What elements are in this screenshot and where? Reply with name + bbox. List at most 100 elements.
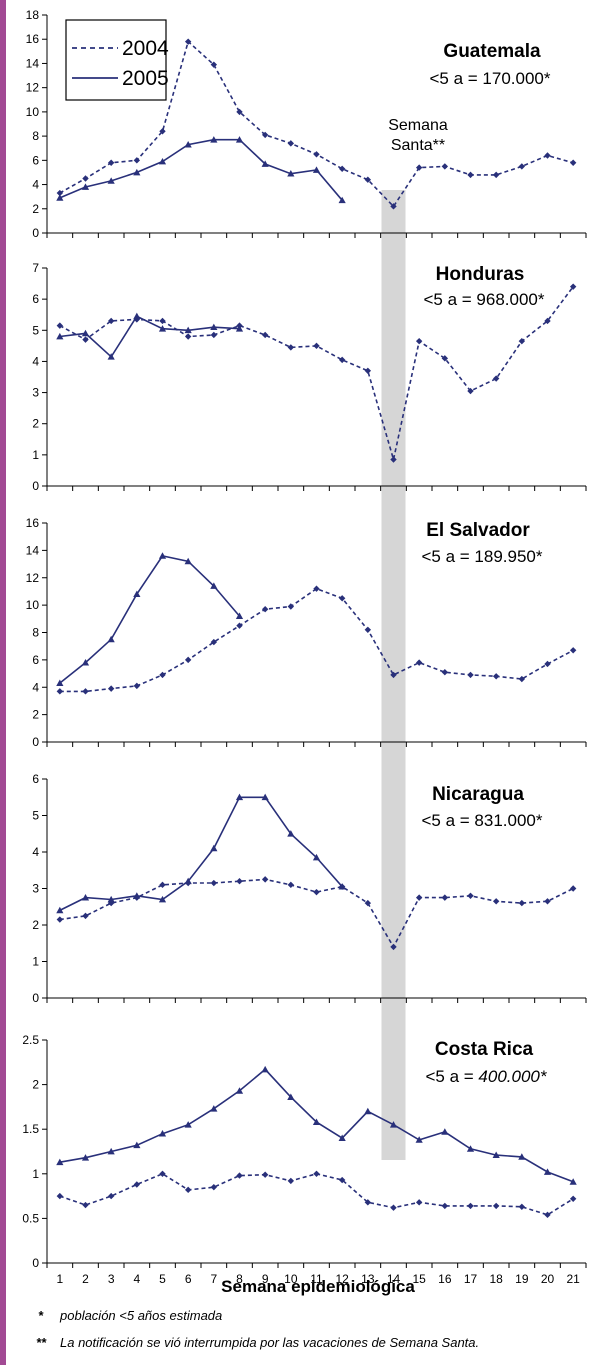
y-tick-label-guatemala: 8 xyxy=(32,129,39,143)
point-2005-costa-rica-w15 xyxy=(415,1136,423,1143)
point-2005-costa-rica-w7 xyxy=(210,1105,218,1112)
x-tick-label-costa-rica: 19 xyxy=(515,1272,529,1286)
y-tick-label-guatemala: 2 xyxy=(32,202,39,216)
y-tick-label-guatemala: 14 xyxy=(26,56,40,70)
point-2004-costa-rica-w20 xyxy=(544,1211,551,1219)
x-tick-label-costa-rica: 7 xyxy=(210,1272,217,1286)
point-2005-el-salvador-w8 xyxy=(235,612,244,619)
point-2005-nicaragua-w10 xyxy=(287,830,295,837)
point-2005-costa-rica-w3 xyxy=(107,1147,115,1155)
x-tick-label-costa-rica: 3 xyxy=(108,1272,115,1286)
y-tick-label-el-salvador: 6 xyxy=(32,653,39,667)
point-2004-honduras-w19 xyxy=(518,337,526,345)
point-2004-nicaragua-w8 xyxy=(236,878,243,885)
x-tick-label-costa-rica: 14 xyxy=(387,1272,401,1286)
panel-subtitle-el-salvador: <5 a = 189.950* xyxy=(421,547,542,566)
point-2004-el-salvador-w7 xyxy=(210,638,218,646)
point-2004-guatemala-w10 xyxy=(287,140,295,147)
point-2004-honduras-w21 xyxy=(569,283,577,290)
legend: 2004 2005 xyxy=(65,19,169,101)
point-2005-costa-rica-w17 xyxy=(466,1145,475,1152)
y-tick-label-honduras: 1 xyxy=(32,448,39,462)
point-2005-costa-rica-w4 xyxy=(133,1141,141,1149)
point-2005-costa-rica-w2 xyxy=(81,1154,90,1161)
point-2004-nicaragua-w7 xyxy=(210,879,218,887)
point-2005-costa-rica-w12 xyxy=(338,1134,346,1141)
y-tick-label-el-salvador: 8 xyxy=(32,626,39,640)
footnote-2-text: La notificación se vió interrumpida por … xyxy=(60,1335,479,1350)
point-2005-guatemala-w4 xyxy=(133,168,141,176)
y-tick-label-guatemala: 0 xyxy=(32,226,39,240)
y-tick-label-nicaragua: 0 xyxy=(32,991,39,1005)
point-2004-nicaragua-w14 xyxy=(390,943,397,951)
panel-subtitle-costa-rica-value: 400.000* xyxy=(478,1067,547,1086)
panel-title-costa-rica: Costa Rica xyxy=(435,1039,534,1060)
point-2005-honduras-w5 xyxy=(158,325,167,332)
point-2004-guatemala-w17 xyxy=(467,171,474,179)
point-2004-nicaragua-w13 xyxy=(364,899,372,907)
series-line-2005-guatemala xyxy=(59,138,343,201)
y-tick-label-honduras: 2 xyxy=(32,417,39,431)
y-tick-label-guatemala: 4 xyxy=(32,178,39,192)
point-2004-guatemala-w21 xyxy=(569,159,577,166)
point-2004-honduras-w3 xyxy=(107,317,115,325)
point-2004-el-salvador-w14 xyxy=(390,671,397,679)
footnote-1-text: población <5 años estimada xyxy=(59,1308,222,1323)
y-tick-label-el-salvador: 2 xyxy=(32,708,39,722)
point-2004-costa-rica-w7 xyxy=(210,1183,218,1191)
point-2005-guatemala-w11 xyxy=(312,166,321,173)
panel-title-el-salvador: El Salvador xyxy=(426,520,530,541)
series-line-2004-honduras xyxy=(59,286,574,460)
series-line-2004-el-salvador xyxy=(59,587,574,693)
point-2005-costa-rica-w6 xyxy=(184,1121,192,1128)
point-2004-guatemala-w6 xyxy=(184,38,192,45)
point-2004-costa-rica-w1 xyxy=(56,1192,64,1200)
legend-label-2004: 2004 xyxy=(122,37,169,60)
point-2004-el-salvador-w12 xyxy=(338,595,346,602)
y-tick-label-nicaragua: 4 xyxy=(32,845,39,859)
semana-santa-label-line2: Santa** xyxy=(391,137,445,154)
point-2004-costa-rica-w13 xyxy=(364,1199,372,1206)
point-2004-costa-rica-w11 xyxy=(313,1170,320,1177)
point-2004-costa-rica-w14 xyxy=(390,1204,397,1211)
point-2004-costa-rica-w4 xyxy=(133,1181,141,1188)
point-2004-guatemala-w18 xyxy=(492,171,500,179)
point-2005-guatemala-w3 xyxy=(107,177,115,184)
x-tick-label-costa-rica: 9 xyxy=(262,1272,269,1286)
x-tick-label-costa-rica: 1 xyxy=(56,1272,63,1286)
x-tick-label-costa-rica: 20 xyxy=(541,1272,555,1286)
point-2005-costa-rica-w13 xyxy=(364,1107,372,1115)
point-2005-costa-rica-w14 xyxy=(389,1121,398,1128)
series-line-2005-honduras xyxy=(59,315,240,359)
x-tick-label-costa-rica: 6 xyxy=(185,1272,192,1286)
point-2005-honduras-w2 xyxy=(81,329,90,337)
y-tick-label-nicaragua: 2 xyxy=(32,918,39,932)
x-axis-title: Semana epidemiológica xyxy=(221,1277,415,1296)
y-tick-label-costa-rica: 2.5 xyxy=(22,1033,39,1047)
footnote-1-marker: * xyxy=(38,1308,44,1323)
point-2005-costa-rica-w9 xyxy=(261,1065,269,1073)
panel-honduras: 0 1 2 3 4 5 6 7 xyxy=(32,261,587,493)
y-tick-label-el-salvador: 4 xyxy=(32,680,39,694)
point-2004-honduras-w10 xyxy=(287,344,295,351)
point-2004-guatemala-w12 xyxy=(338,165,346,173)
point-2004-el-salvador-w1 xyxy=(56,688,64,695)
y-tick-label-costa-rica: 1.5 xyxy=(22,1122,39,1136)
point-2004-costa-rica-w19 xyxy=(518,1203,526,1211)
point-2004-costa-rica-w6 xyxy=(184,1186,192,1194)
point-2004-honduras-w18 xyxy=(492,375,500,382)
panel-subtitle-guatemala: <5 a = 170.000* xyxy=(429,69,550,88)
y-tick-label-honduras: 6 xyxy=(32,292,39,306)
series-line-2005-nicaragua xyxy=(59,796,343,912)
point-2004-el-salvador-w9 xyxy=(261,606,269,613)
point-2004-el-salvador-w8 xyxy=(236,622,243,629)
point-2004-el-salvador-w15 xyxy=(415,659,423,666)
point-2004-honduras-w12 xyxy=(338,356,346,364)
panel-title-honduras: Honduras xyxy=(436,264,525,285)
point-2004-guatemala-w3 xyxy=(107,159,115,166)
point-2004-el-salvador-w18 xyxy=(492,673,500,680)
point-2005-costa-rica-w21 xyxy=(569,1178,577,1185)
point-2004-el-salvador-w3 xyxy=(107,685,115,692)
point-2004-nicaragua-w2 xyxy=(82,912,89,920)
point-2004-guatemala-w8 xyxy=(236,108,243,116)
